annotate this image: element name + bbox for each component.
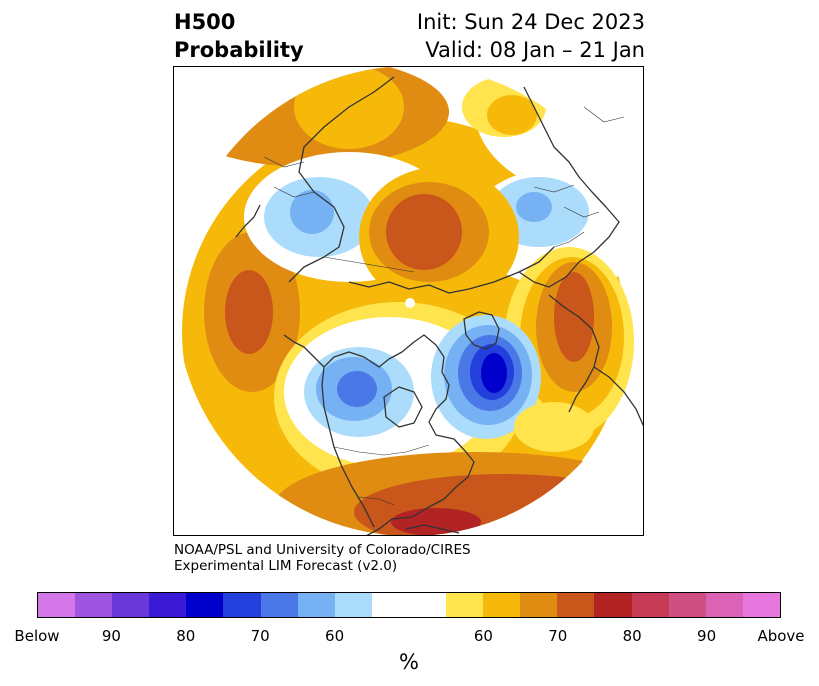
- forecast-dates: Init: Sun 24 Dec 2023 Valid: 08 Jan – 21…: [417, 8, 645, 64]
- colorbar-tick-label: 70: [250, 627, 270, 645]
- colorbar-tick-label: 80: [176, 627, 196, 645]
- colorbar-segment: [668, 593, 706, 617]
- pole-point: [405, 298, 415, 308]
- colorbar-segment: [446, 593, 484, 617]
- colorbar-tick-label: 70: [548, 627, 568, 645]
- map-canvas: [176, 67, 643, 535]
- title-variable: H500: [174, 10, 236, 34]
- greenland-coast: [463, 311, 500, 350]
- colorbar: [37, 592, 781, 618]
- colorbar-segment: [371, 593, 409, 617]
- colorbar-tick-label: 80: [622, 627, 642, 645]
- mediterranean-coast: [548, 294, 600, 413]
- credit-line-1: NOAA/PSL and University of Colorado/CIRE…: [174, 542, 471, 558]
- labrador-deepblue-region: [481, 353, 507, 393]
- colorbar-segment: [334, 593, 372, 617]
- pacific-rust-region: [225, 270, 273, 354]
- valid-range: Valid: 08 Jan – 21 Jan: [425, 38, 645, 62]
- colorbar-tick-label: 60: [325, 627, 345, 645]
- credit-line-2: Experimental LIM Forecast (v2.0): [174, 558, 398, 574]
- colorbar-tick-label: Above: [757, 627, 805, 645]
- colorbar-segment: [112, 593, 150, 617]
- europe-borders: [533, 184, 600, 248]
- colorbar-segment: [557, 593, 595, 617]
- colorbar-segment: [223, 593, 261, 617]
- europe-gold-region: [487, 95, 537, 135]
- colorbar-segment: [594, 593, 632, 617]
- colorbar-tick-label: Below: [14, 627, 60, 645]
- colorbar-segment: [260, 593, 298, 617]
- colorbar-segment: [742, 593, 780, 617]
- us-canada-border: [333, 444, 430, 456]
- colorbar-segment: [149, 593, 187, 617]
- asia-skyblue-region: [290, 190, 334, 234]
- alaska-coast: [283, 334, 325, 368]
- colorbar-segment: [520, 593, 558, 617]
- gulf-red-region: [391, 508, 481, 535]
- pole-rust-region: [386, 194, 462, 270]
- colorbar-segment: [483, 593, 521, 617]
- title-metric: Probability: [174, 38, 304, 62]
- colorbar-segment: [705, 593, 743, 617]
- asia-borders: [263, 106, 625, 198]
- mediterranean-rust-region: [554, 272, 594, 362]
- caribbean-coast: [405, 524, 460, 534]
- colorbar-unit: %: [399, 650, 419, 674]
- country-borders: [263, 106, 625, 506]
- west-canada-blue-region: [337, 371, 377, 407]
- asia-yellow-region: [294, 67, 404, 149]
- colorbar-tick-label: 60: [473, 627, 493, 645]
- colorbar-segment: [297, 593, 335, 617]
- colorbar-segment: [186, 593, 224, 617]
- europe-coast: [518, 86, 620, 288]
- africa-coast: [593, 366, 643, 427]
- colorbar-tick-label: 90: [101, 627, 121, 645]
- hudson-bay-coast: [383, 386, 423, 428]
- colorbar-segment: [631, 593, 669, 617]
- chart-title-block: H500 Probability: [174, 8, 304, 64]
- colorbar-segment: [408, 593, 447, 617]
- arctic-coast: [348, 246, 555, 294]
- scandinavia-skyblue-region: [516, 192, 552, 222]
- credit-text: NOAA/PSL and University of Colorado/CIRE…: [174, 542, 471, 574]
- colorbar-segment: [38, 593, 76, 617]
- north-america-coast: [323, 334, 475, 535]
- probability-map: [173, 66, 644, 536]
- colorbar-segment: [75, 593, 113, 617]
- russia-border: [323, 256, 415, 273]
- japan-coast: [235, 204, 261, 238]
- us-mexico-border: [358, 496, 395, 506]
- atlantic-yellow-region: [514, 402, 594, 452]
- colorbar-tick-label: 90: [697, 627, 717, 645]
- init-date: Init: Sun 24 Dec 2023: [416, 10, 645, 34]
